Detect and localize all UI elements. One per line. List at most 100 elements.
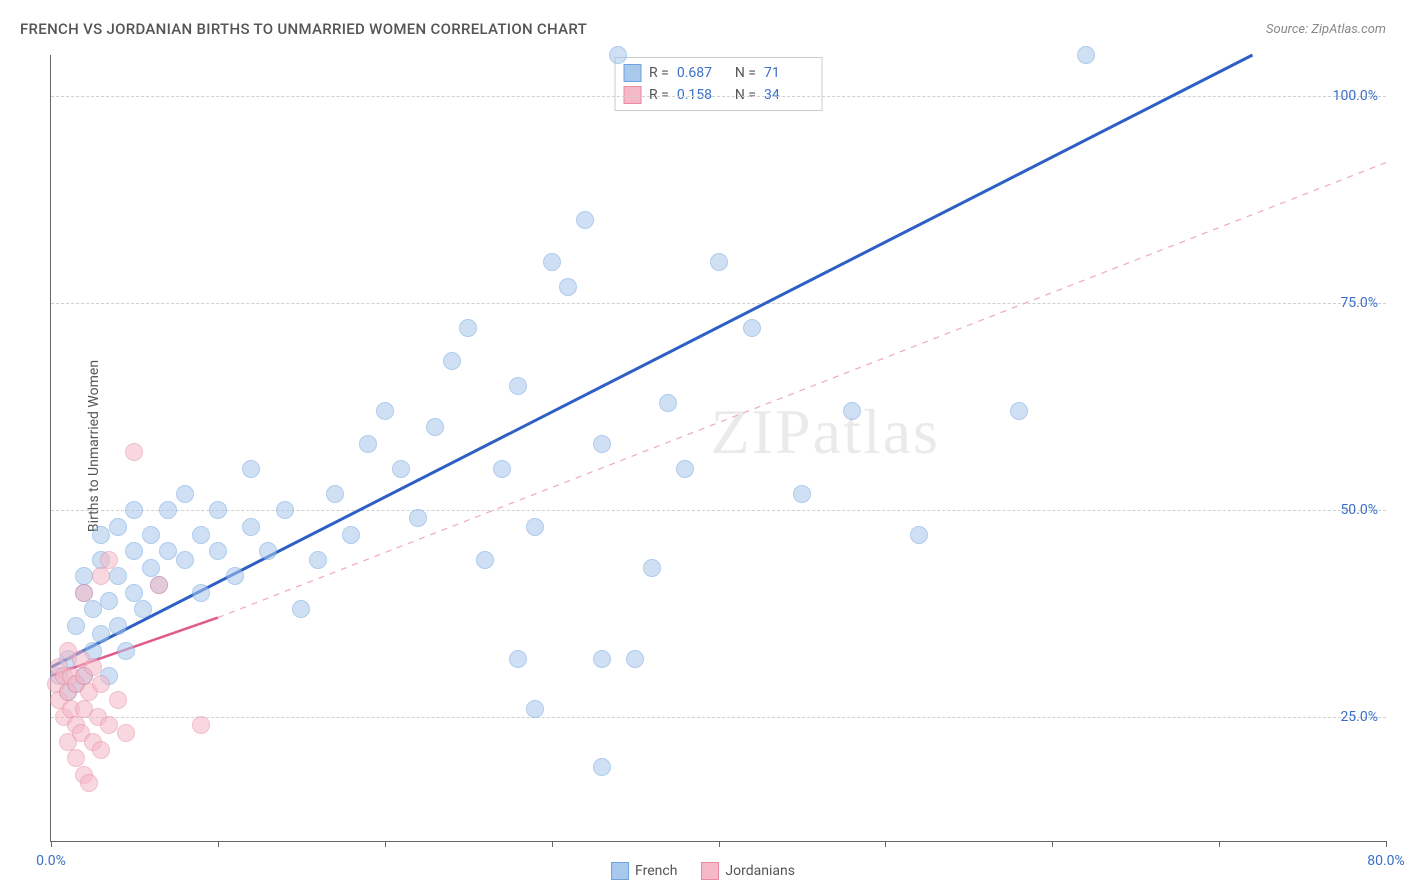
data-point: [793, 485, 811, 503]
data-point: [159, 501, 177, 519]
data-point: [526, 518, 544, 536]
data-point: [509, 377, 527, 395]
data-point: [100, 716, 118, 734]
data-point: [576, 211, 594, 229]
data-point: [117, 642, 135, 660]
data-point: [259, 542, 277, 560]
data-point: [125, 584, 143, 602]
x-tick: [552, 841, 553, 847]
data-point: [409, 509, 427, 527]
x-tick: [1386, 841, 1387, 847]
data-point: [125, 501, 143, 519]
data-point: [84, 600, 102, 618]
data-point: [209, 501, 227, 519]
data-point: [142, 526, 160, 544]
data-point: [67, 617, 85, 635]
data-point: [134, 600, 152, 618]
x-tick-label: 0.0%: [36, 853, 66, 869]
data-point: [176, 551, 194, 569]
data-point: [743, 319, 761, 337]
data-point: [67, 749, 85, 767]
x-tick: [51, 841, 52, 847]
data-point: [593, 650, 611, 668]
data-point: [392, 460, 410, 478]
data-point: [326, 485, 344, 503]
data-point: [142, 559, 160, 577]
data-point: [192, 716, 210, 734]
plot-area: ZIPatlas R =0.687N =71R =0.158N =34 25.0…: [50, 55, 1386, 842]
data-point: [276, 501, 294, 519]
data-point: [80, 774, 98, 792]
data-point: [659, 394, 677, 412]
data-point: [176, 485, 194, 503]
data-point: [192, 526, 210, 544]
data-point: [209, 542, 227, 560]
data-point: [75, 567, 93, 585]
chart-title: FRENCH VS JORDANIAN BIRTHS TO UNMARRIED …: [20, 20, 587, 38]
data-point: [100, 592, 118, 610]
data-point: [593, 435, 611, 453]
data-point: [426, 418, 444, 436]
data-point: [910, 526, 928, 544]
data-point: [459, 319, 477, 337]
data-point: [493, 460, 511, 478]
data-point: [125, 443, 143, 461]
data-point: [609, 46, 627, 64]
x-tick: [1052, 841, 1053, 847]
data-point: [559, 278, 577, 296]
data-point: [242, 518, 260, 536]
data-point: [92, 526, 110, 544]
x-tick-label: 80.0%: [1367, 853, 1405, 869]
data-point: [109, 617, 127, 635]
data-point: [100, 551, 118, 569]
data-point: [626, 650, 644, 668]
data-point: [710, 253, 728, 271]
data-point: [376, 402, 394, 420]
data-point: [1077, 46, 1095, 64]
data-point: [292, 600, 310, 618]
series-legend: French Jordanians: [611, 862, 795, 880]
data-point: [593, 758, 611, 776]
data-point: [242, 460, 260, 478]
data-point: [309, 551, 327, 569]
data-point: [150, 576, 168, 594]
data-point: [509, 650, 527, 668]
data-point: [192, 584, 210, 602]
x-tick: [719, 841, 720, 847]
data-point: [1010, 402, 1028, 420]
x-tick: [385, 841, 386, 847]
source-attribution: Source: ZipAtlas.com: [1266, 22, 1386, 37]
data-point: [92, 675, 110, 693]
data-point: [92, 625, 110, 643]
data-point: [443, 352, 461, 370]
x-tick: [218, 841, 219, 847]
data-point: [109, 691, 127, 709]
data-point: [117, 724, 135, 742]
data-point: [92, 741, 110, 759]
data-point: [226, 567, 244, 585]
legend-item: French: [611, 862, 677, 880]
data-point: [75, 584, 93, 602]
data-point: [359, 435, 377, 453]
data-point: [84, 658, 102, 676]
data-point: [109, 567, 127, 585]
legend-label: French: [635, 863, 677, 879]
data-point: [342, 526, 360, 544]
trend-lines: [51, 55, 1386, 841]
x-tick: [1219, 841, 1220, 847]
data-point: [543, 253, 561, 271]
data-point: [476, 551, 494, 569]
data-point: [159, 542, 177, 560]
legend-swatch: [611, 862, 629, 880]
data-point: [109, 518, 127, 536]
data-point: [643, 559, 661, 577]
x-tick: [885, 841, 886, 847]
legend-item: Jordanians: [701, 862, 795, 880]
data-point: [676, 460, 694, 478]
data-point: [125, 542, 143, 560]
data-point: [92, 567, 110, 585]
legend-label: Jordanians: [725, 863, 795, 879]
legend-swatch: [701, 862, 719, 880]
data-point: [526, 700, 544, 718]
data-point: [843, 402, 861, 420]
